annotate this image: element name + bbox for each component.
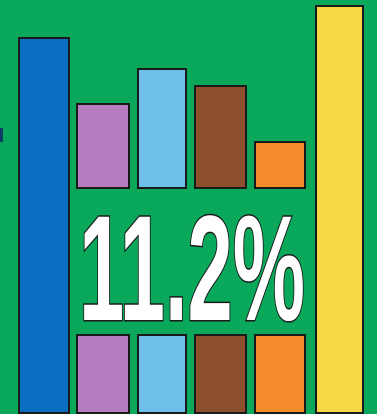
bar-brown-lower [194, 334, 247, 414]
bar-orange-lower [254, 334, 306, 414]
bar-purple-upper [76, 103, 130, 189]
bar-orange-upper [254, 141, 306, 189]
bar-brown-upper [194, 85, 247, 189]
headline-svg: 11.2% [78, 196, 307, 330]
bar-sky-upper [137, 68, 187, 189]
edge-mark [0, 128, 3, 142]
bar-blue [18, 37, 70, 414]
headline-text: 11.2% [79, 196, 305, 330]
headline-percentage: 11.2% [74, 196, 310, 330]
bar-sky-lower [137, 334, 187, 414]
bar-yellow [315, 5, 364, 414]
bar-purple-lower [76, 334, 130, 414]
